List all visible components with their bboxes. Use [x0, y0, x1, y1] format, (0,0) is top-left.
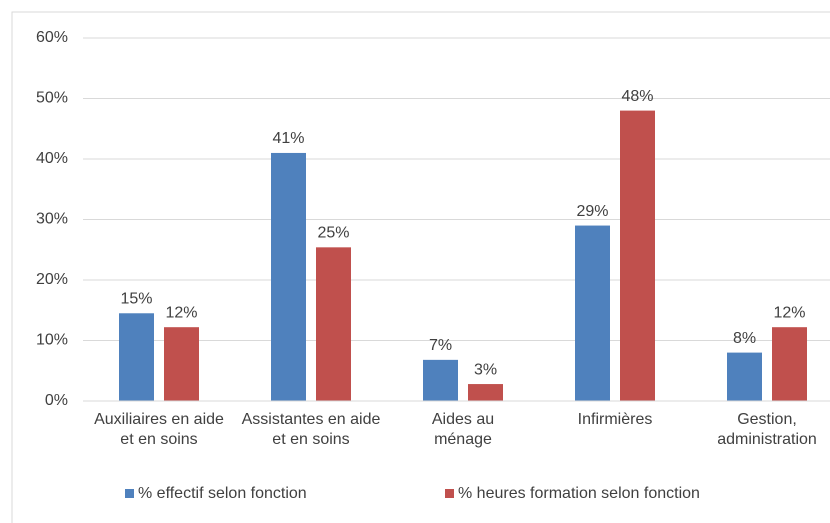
legend-swatch: [125, 489, 134, 498]
x-tick-label: Aides au ménage: [431, 411, 495, 448]
bar: [164, 327, 199, 401]
y-tick-label: 60%: [36, 29, 68, 46]
y-tick-label: 40%: [36, 150, 68, 167]
data-label: 3%: [474, 361, 497, 378]
data-label: 29%: [576, 203, 608, 220]
data-label: 8%: [733, 330, 756, 347]
y-tick-label: 0%: [45, 392, 68, 409]
data-label: 48%: [621, 88, 653, 105]
bar: [468, 384, 503, 401]
x-tick-label: Auxiliaires en aide et en soins: [94, 411, 224, 448]
y-tick-label: 30%: [36, 211, 68, 228]
chart-border: [11, 11, 830, 523]
bar: [772, 327, 807, 401]
bar: [620, 110, 655, 401]
data-label: 7%: [429, 337, 452, 354]
bar: [575, 225, 610, 401]
bar: [727, 352, 762, 401]
data-label: 25%: [317, 225, 349, 242]
y-tick-label: 50%: [36, 90, 68, 107]
x-tick-label: Gestion, administration: [717, 411, 817, 448]
data-label: 12%: [773, 304, 805, 321]
x-tick-label: Infirmières: [577, 411, 653, 428]
y-tick-label: 20%: [36, 271, 68, 288]
bar: [119, 313, 154, 401]
legend-label: % effectif selon fonction: [138, 485, 307, 502]
bar: [316, 247, 351, 401]
data-label: 41%: [272, 130, 304, 147]
legend-swatch: [445, 489, 454, 498]
y-tick-label: 10%: [36, 332, 68, 349]
bar: [423, 359, 458, 401]
data-label: 12%: [165, 304, 197, 321]
bar: [271, 152, 306, 401]
data-label: 15%: [120, 290, 152, 307]
legend-label: % heures formation selon fonction: [458, 485, 700, 502]
x-tick-label: Assistantes en aide et en soins: [241, 411, 381, 448]
